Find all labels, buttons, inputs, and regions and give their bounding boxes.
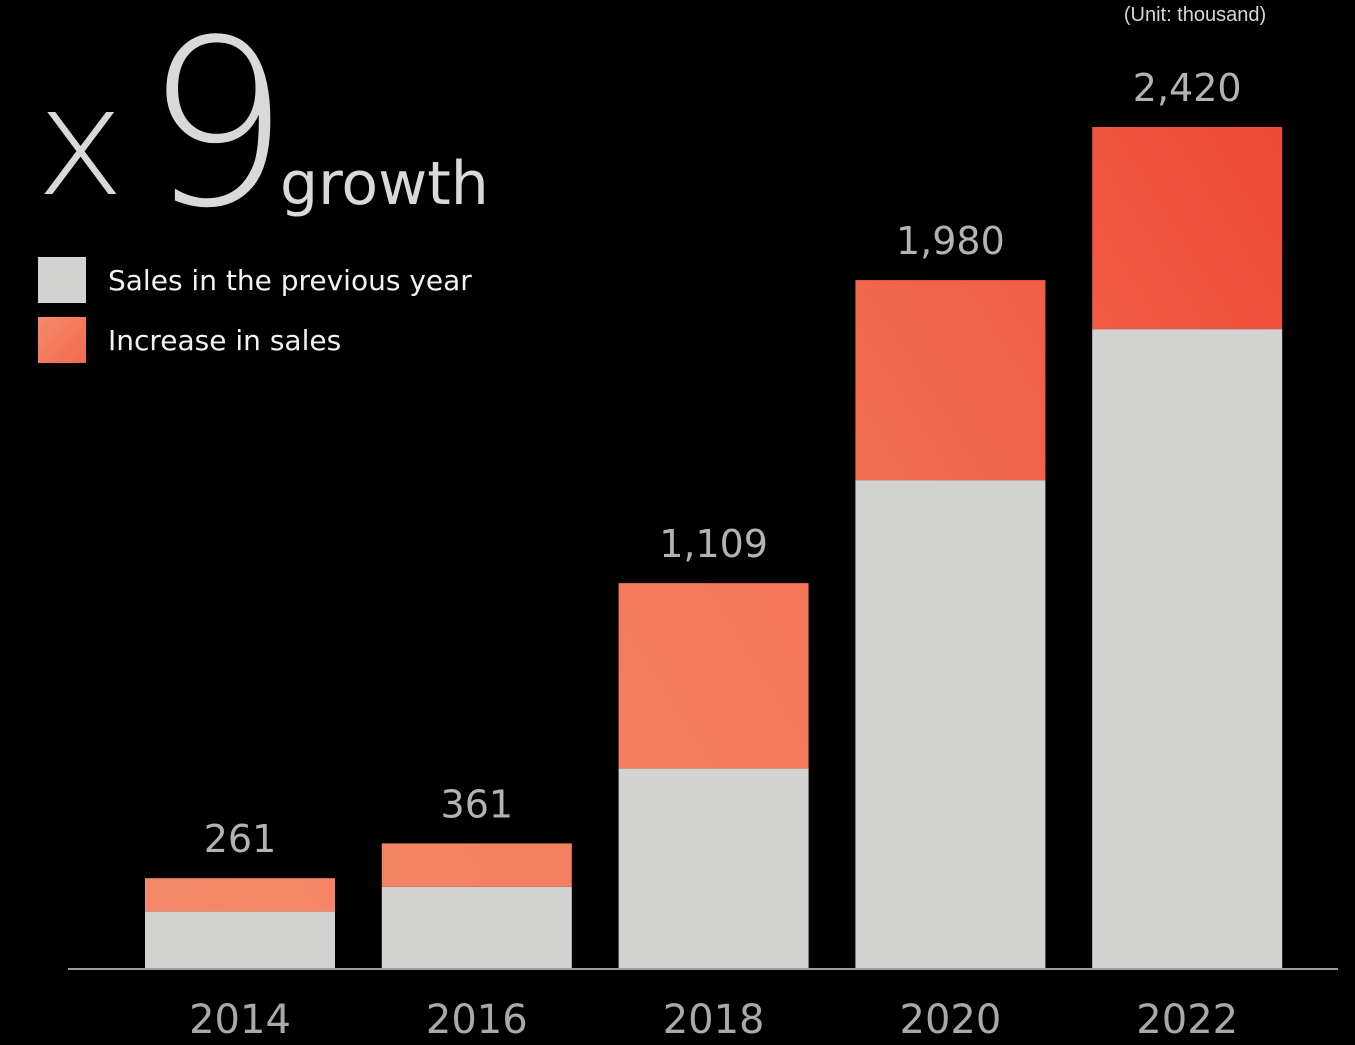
legend-item-increase: Increase in sales (38, 317, 472, 363)
bar-previous-year-2022 (1092, 329, 1283, 969)
legend-label-increase: Increase in sales (108, 323, 342, 357)
unit-note: (Unit: thousand) (1123, 4, 1267, 26)
x-tick-label-2014: 2014 (189, 997, 291, 1043)
total-value-label-2016: 361 (441, 782, 514, 826)
legend-item-previous-year: Sales in the previous year (38, 257, 472, 303)
bar-increase-2014 (145, 878, 335, 912)
total-value-label-2022: 2,420 (1133, 66, 1242, 110)
headline-growth-word: growth (280, 149, 489, 219)
bar-previous-year-2016 (381, 886, 572, 969)
total-value-label-2018: 1,109 (659, 522, 768, 566)
legend-swatch-previous-year (38, 257, 86, 303)
bar-increase-2020 (855, 280, 1046, 481)
x-tick-label-2016: 2016 (426, 997, 528, 1043)
legend-label-previous-year: Sales in the previous year (108, 263, 472, 297)
total-value-label-2014: 261 (204, 817, 277, 861)
x-tick-label-2022: 2022 (1136, 997, 1238, 1043)
bar-increase-2016 (381, 843, 572, 887)
legend: Sales in the previous year Increase in s… (38, 257, 472, 377)
bar-increase-2018 (618, 583, 809, 769)
bars-group (145, 127, 1283, 969)
total-value-label-2020: 1,980 (896, 219, 1005, 263)
labels-group: 261 2014 361 2016 1,109 2018 1,980 2020 2,420 202… (189, 66, 1241, 1043)
legend-swatch-increase (38, 317, 86, 363)
x-tick-label-2020: 2020 (900, 997, 1002, 1043)
headline-multiplier-x: x (36, 56, 125, 230)
bar-previous-year-2020 (855, 480, 1046, 969)
bar-increase-2022 (1092, 127, 1283, 330)
headline-multiplier-number: 9 (144, 0, 291, 259)
bar-previous-year-2018 (618, 768, 809, 969)
x-tick-label-2018: 2018 (663, 997, 765, 1043)
bar-previous-year-2014 (145, 911, 335, 969)
